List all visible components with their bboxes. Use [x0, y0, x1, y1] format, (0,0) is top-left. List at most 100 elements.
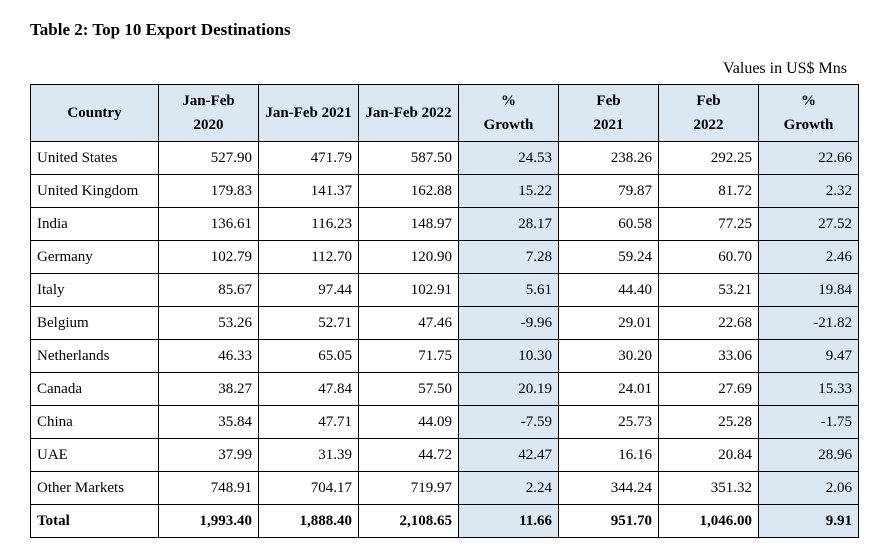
- cell-feb-2022: 351.32: [659, 472, 759, 505]
- cell-janfeb-2021: 112.70: [259, 241, 359, 274]
- cell-growth-2: -1.75: [759, 406, 859, 439]
- col-growth2-l2: Growth: [784, 117, 834, 133]
- cell-janfeb-2022: 44.72: [359, 439, 459, 472]
- cell-growth-1: 28.17: [459, 208, 559, 241]
- cell-feb-2021: 44.40: [559, 274, 659, 307]
- cell-feb-2022: 60.70: [659, 241, 759, 274]
- cell-country: Italy: [31, 274, 159, 307]
- cell-janfeb-2021: 471.79: [259, 142, 359, 175]
- cell-feb-2021: 344.24: [559, 472, 659, 505]
- header-row: Country Jan-Feb 2020 Jan-Feb 2021 Jan-Fe…: [31, 85, 859, 142]
- cell-janfeb-2021: 31.39: [259, 439, 359, 472]
- table-title: Table 2: Top 10 Export Destinations: [30, 20, 855, 40]
- cell-janfeb-2022: 102.91: [359, 274, 459, 307]
- table-row: Netherlands46.3365.0571.7510.3030.2033.0…: [31, 340, 859, 373]
- cell-janfeb-2020: 527.90: [159, 142, 259, 175]
- cell-feb-2021: 30.20: [559, 340, 659, 373]
- table-row: India136.61116.23148.9728.1760.5877.2527…: [31, 208, 859, 241]
- table-row: United States527.90471.79587.5024.53238.…: [31, 142, 859, 175]
- export-destinations-table: Country Jan-Feb 2020 Jan-Feb 2021 Jan-Fe…: [30, 84, 859, 538]
- cell-janfeb-2022: 162.88: [359, 175, 459, 208]
- col-feb2021-l2: 2021: [594, 117, 624, 133]
- cell-growth-2: 22.66: [759, 142, 859, 175]
- cell-janfeb-2022: 47.46: [359, 307, 459, 340]
- cell-growth-1: 24.53: [459, 142, 559, 175]
- col-growth1-l1: %: [501, 93, 516, 109]
- col-janfeb-2022: Jan-Feb 2022: [359, 85, 459, 142]
- col-country: Country: [31, 85, 159, 142]
- cell-growth-2: 19.84: [759, 274, 859, 307]
- cell-janfeb-2021: 141.37: [259, 175, 359, 208]
- cell-janfeb-2022: 719.97: [359, 472, 459, 505]
- cell-feb-2021: 60.58: [559, 208, 659, 241]
- col-growth-1: % Growth: [459, 85, 559, 142]
- cell-feb-2021: 24.01: [559, 373, 659, 406]
- cell-growth-2: -21.82: [759, 307, 859, 340]
- cell-country: United States: [31, 142, 159, 175]
- cell-growth-1: 2.24: [459, 472, 559, 505]
- cell-growth-2: 15.33: [759, 373, 859, 406]
- cell-janfeb-2021: 97.44: [259, 274, 359, 307]
- cell-feb-2021: 238.26: [559, 142, 659, 175]
- table-row: China35.8447.7144.09-7.5925.7325.28-1.75: [31, 406, 859, 439]
- cell-janfeb-2021: 704.17: [259, 472, 359, 505]
- cell-janfeb-2020: 1,993.40: [159, 505, 259, 538]
- cell-country: Other Markets: [31, 472, 159, 505]
- cell-growth-2: 2.06: [759, 472, 859, 505]
- col-growth1-l2: Growth: [484, 117, 534, 133]
- cell-growth-1: 10.30: [459, 340, 559, 373]
- cell-janfeb-2020: 38.27: [159, 373, 259, 406]
- cell-janfeb-2020: 53.26: [159, 307, 259, 340]
- cell-country: Total: [31, 505, 159, 538]
- cell-feb-2022: 81.72: [659, 175, 759, 208]
- cell-growth-1: 42.47: [459, 439, 559, 472]
- cell-janfeb-2021: 52.71: [259, 307, 359, 340]
- cell-feb-2021: 16.16: [559, 439, 659, 472]
- cell-feb-2022: 53.21: [659, 274, 759, 307]
- cell-janfeb-2020: 748.91: [159, 472, 259, 505]
- table-row: UAE37.9931.3944.7242.4716.1620.8428.96: [31, 439, 859, 472]
- cell-feb-2022: 77.25: [659, 208, 759, 241]
- cell-janfeb-2021: 47.84: [259, 373, 359, 406]
- cell-feb-2022: 25.28: [659, 406, 759, 439]
- cell-feb-2021: 29.01: [559, 307, 659, 340]
- cell-country: United Kingdom: [31, 175, 159, 208]
- cell-feb-2022: 22.68: [659, 307, 759, 340]
- cell-janfeb-2022: 2,108.65: [359, 505, 459, 538]
- cell-country: UAE: [31, 439, 159, 472]
- cell-feb-2021: 951.70: [559, 505, 659, 538]
- cell-country: Germany: [31, 241, 159, 274]
- cell-country: Belgium: [31, 307, 159, 340]
- cell-janfeb-2021: 47.71: [259, 406, 359, 439]
- table-row: United Kingdom179.83141.37162.8815.2279.…: [31, 175, 859, 208]
- col-janfeb-2020-l1: Jan-Feb: [182, 93, 235, 109]
- cell-growth-2: 9.91: [759, 505, 859, 538]
- cell-growth-2: 9.47: [759, 340, 859, 373]
- cell-janfeb-2020: 102.79: [159, 241, 259, 274]
- col-janfeb-2021: Jan-Feb 2021: [259, 85, 359, 142]
- table-body: United States527.90471.79587.5024.53238.…: [31, 142, 859, 538]
- col-feb-2021: Feb 2021: [559, 85, 659, 142]
- cell-janfeb-2020: 85.67: [159, 274, 259, 307]
- table-row: Other Markets748.91704.17719.972.24344.2…: [31, 472, 859, 505]
- cell-janfeb-2020: 46.33: [159, 340, 259, 373]
- cell-janfeb-2022: 57.50: [359, 373, 459, 406]
- cell-janfeb-2020: 35.84: [159, 406, 259, 439]
- cell-janfeb-2021: 65.05: [259, 340, 359, 373]
- cell-growth-2: 28.96: [759, 439, 859, 472]
- col-growth-2: % Growth: [759, 85, 859, 142]
- cell-growth-1: 7.28: [459, 241, 559, 274]
- col-growth2-l1: %: [801, 93, 816, 109]
- cell-janfeb-2022: 587.50: [359, 142, 459, 175]
- cell-janfeb-2020: 179.83: [159, 175, 259, 208]
- cell-janfeb-2021: 1,888.40: [259, 505, 359, 538]
- cell-janfeb-2022: 44.09: [359, 406, 459, 439]
- col-janfeb-2020-l2: 2020: [194, 117, 224, 133]
- cell-country: China: [31, 406, 159, 439]
- cell-feb-2021: 59.24: [559, 241, 659, 274]
- cell-feb-2021: 25.73: [559, 406, 659, 439]
- cell-feb-2021: 79.87: [559, 175, 659, 208]
- cell-country: Canada: [31, 373, 159, 406]
- cell-growth-1: -7.59: [459, 406, 559, 439]
- cell-growth-1: 20.19: [459, 373, 559, 406]
